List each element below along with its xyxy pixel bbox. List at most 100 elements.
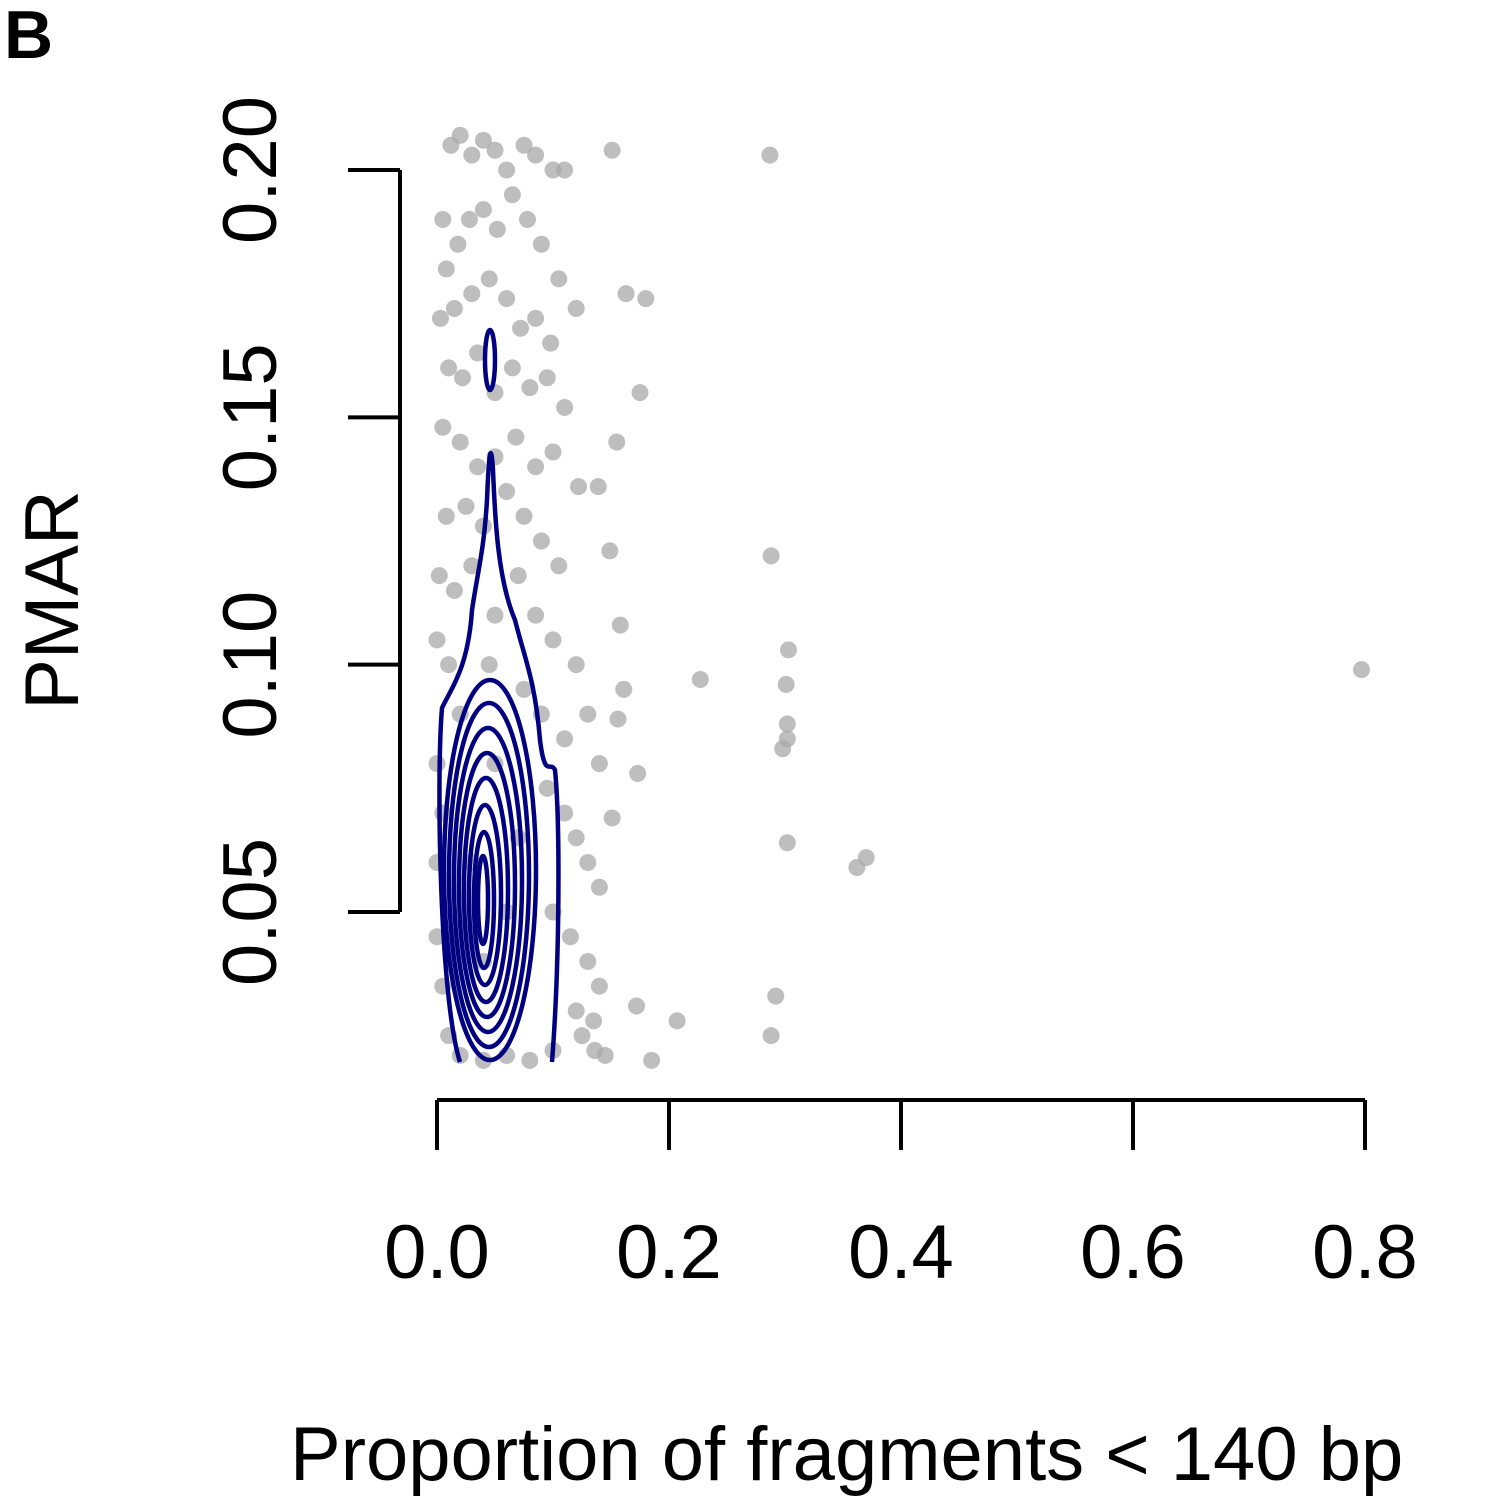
- point: [609, 710, 627, 728]
- point: [556, 730, 574, 748]
- point: [527, 606, 545, 624]
- point: [778, 834, 796, 852]
- point: [498, 161, 516, 179]
- density-contours: [437, 327, 561, 1063]
- point: [544, 631, 562, 649]
- point: [515, 680, 533, 698]
- point: [590, 977, 608, 995]
- point: [608, 433, 626, 451]
- x-axis-label: Proportion of fragments < 140 bp: [290, 1412, 1403, 1497]
- y-tick-label: 0.05: [208, 838, 293, 986]
- point: [486, 141, 504, 159]
- point: [629, 764, 647, 782]
- point: [567, 656, 585, 674]
- panel-label: B: [4, 0, 53, 73]
- point: [573, 1027, 591, 1045]
- point: [590, 878, 608, 896]
- x-tick-label: 0.4: [848, 1210, 954, 1295]
- point: [454, 369, 472, 387]
- point: [601, 542, 619, 560]
- point: [585, 1012, 603, 1030]
- point: [538, 369, 556, 387]
- point: [590, 755, 608, 773]
- point: [457, 497, 475, 515]
- point: [637, 290, 655, 308]
- point: [527, 146, 545, 164]
- point: [449, 235, 467, 253]
- point: [469, 458, 487, 476]
- point: [778, 715, 796, 733]
- point: [440, 359, 458, 377]
- point: [668, 1012, 686, 1030]
- point: [527, 309, 545, 327]
- point: [628, 997, 646, 1015]
- point: [643, 1051, 661, 1069]
- point: [777, 675, 795, 693]
- point: [460, 210, 478, 228]
- point: [431, 309, 449, 327]
- point: [518, 210, 536, 228]
- point: [480, 656, 498, 674]
- point: [445, 581, 463, 599]
- point: [503, 186, 521, 204]
- point: [515, 136, 533, 154]
- point: [434, 418, 452, 436]
- point: [762, 1027, 780, 1045]
- point: [603, 809, 621, 827]
- point: [561, 928, 579, 946]
- point: [567, 1002, 585, 1020]
- point: [515, 507, 533, 525]
- y-tick-label: 0.20: [208, 96, 293, 244]
- point: [567, 829, 585, 847]
- y-axis-label: PMAR: [10, 490, 95, 710]
- point: [556, 398, 574, 416]
- point: [434, 804, 452, 822]
- point: [463, 557, 481, 575]
- point: [521, 1051, 539, 1069]
- density-contour: [466, 802, 504, 988]
- point: [486, 606, 504, 624]
- point: [445, 300, 463, 318]
- point: [527, 458, 545, 476]
- point: [1353, 661, 1371, 679]
- point: [603, 141, 621, 159]
- point: [586, 1042, 604, 1060]
- point: [463, 285, 481, 303]
- point: [567, 300, 585, 318]
- density-contour: [446, 700, 532, 1050]
- density-contour: [461, 775, 511, 1005]
- point: [556, 804, 574, 822]
- point: [556, 161, 574, 179]
- point: [617, 285, 635, 303]
- x-tick-label: 0.0: [384, 1210, 490, 1295]
- point: [463, 146, 481, 164]
- density-contour: [441, 677, 539, 1063]
- density-contour: [475, 853, 491, 947]
- point: [570, 478, 588, 496]
- point: [532, 532, 550, 550]
- point: [544, 443, 562, 461]
- point: [767, 987, 785, 1005]
- point: [589, 478, 607, 496]
- points: [428, 126, 1371, 1069]
- point: [507, 428, 525, 446]
- point: [857, 849, 875, 867]
- point: [474, 131, 492, 149]
- point: [611, 616, 629, 634]
- point: [762, 547, 780, 565]
- point: [440, 656, 458, 674]
- density-contour: [456, 750, 518, 1020]
- point: [631, 384, 649, 402]
- x-tick-label: 0.2: [616, 1210, 722, 1295]
- point: [498, 290, 516, 308]
- point: [761, 146, 779, 164]
- point: [521, 379, 539, 397]
- y-tick-label: 0.10: [208, 591, 293, 739]
- x-tick-label: 0.6: [1080, 1210, 1186, 1295]
- point: [428, 755, 446, 773]
- x-tick-label: 0.8: [1312, 1210, 1418, 1295]
- point: [437, 260, 455, 278]
- density-contour: [437, 450, 561, 1063]
